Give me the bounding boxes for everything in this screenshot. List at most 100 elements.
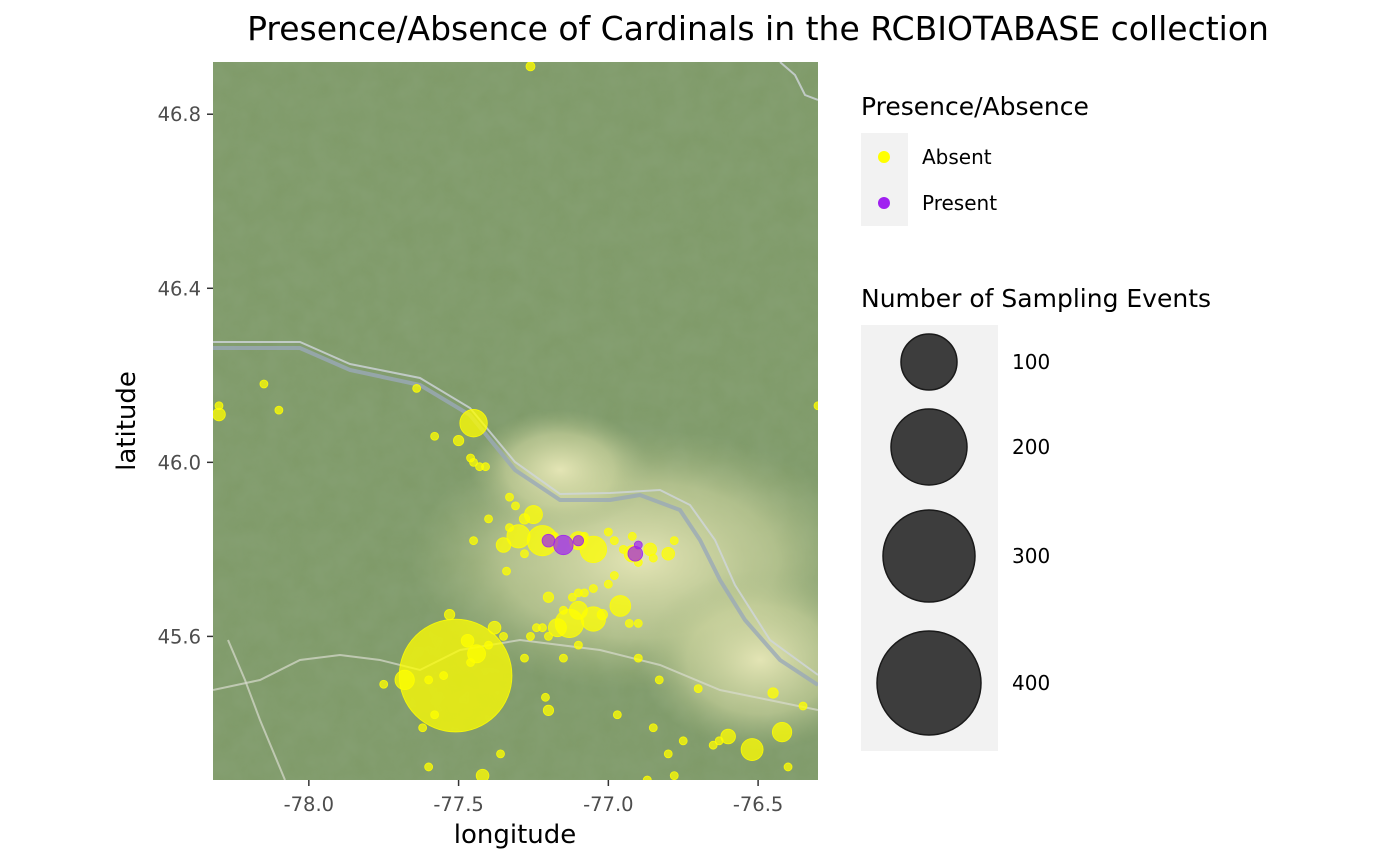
absent-point bbox=[485, 515, 493, 523]
lowland-area bbox=[470, 410, 650, 530]
absent-point bbox=[604, 580, 612, 588]
absent-point bbox=[526, 632, 534, 640]
legend-present-label: Present bbox=[922, 191, 997, 215]
absent-point bbox=[768, 688, 778, 698]
x-axis: -78.0 -77.5 -77.0 -76.5 bbox=[284, 780, 784, 816]
size-legend-label-300: 300 bbox=[1012, 544, 1050, 568]
y-axis-title: latitude bbox=[112, 371, 142, 471]
absent-point bbox=[604, 528, 612, 536]
absent-point bbox=[275, 406, 283, 414]
present-point bbox=[634, 541, 642, 549]
absent-point bbox=[709, 741, 717, 749]
x-tick-label: -76.5 bbox=[733, 793, 783, 816]
size-legend-label-400: 400 bbox=[1012, 671, 1050, 695]
absent-point bbox=[425, 676, 433, 684]
absent-point bbox=[664, 750, 672, 758]
absent-point bbox=[431, 432, 439, 440]
absent-point bbox=[425, 763, 433, 771]
absent-point bbox=[395, 670, 414, 689]
absent-point bbox=[526, 62, 535, 71]
absent-point bbox=[543, 705, 553, 715]
absent-point bbox=[485, 641, 493, 649]
absent-point bbox=[431, 711, 439, 719]
absent-point bbox=[634, 619, 642, 627]
absent-point bbox=[568, 593, 576, 601]
color-legend-title: Presence/Absence bbox=[861, 92, 1089, 121]
absent-point bbox=[512, 502, 520, 510]
y-tick-label: 46.8 bbox=[158, 103, 201, 126]
absent-point bbox=[419, 724, 427, 732]
absent-point bbox=[559, 606, 567, 614]
size-legend: Number of Sampling Events 100 200 300 40… bbox=[861, 284, 1211, 751]
absent-point bbox=[649, 724, 657, 732]
absent-point bbox=[670, 772, 678, 780]
absent-point bbox=[741, 739, 763, 761]
absent-point bbox=[610, 571, 618, 579]
absent-point bbox=[413, 384, 421, 392]
present-point bbox=[554, 535, 573, 554]
absent-point bbox=[215, 402, 223, 410]
absent-point bbox=[380, 680, 388, 688]
absent-point bbox=[625, 619, 633, 627]
absent-point bbox=[399, 619, 512, 732]
absent-point bbox=[662, 547, 675, 560]
absent-point bbox=[260, 380, 268, 388]
absent-point bbox=[520, 654, 528, 662]
y-tick-label: 46.0 bbox=[158, 451, 201, 474]
absent-point bbox=[574, 641, 582, 649]
absent-point bbox=[589, 585, 597, 593]
absent-point bbox=[444, 609, 454, 619]
absent-point bbox=[643, 776, 651, 784]
absent-point bbox=[461, 634, 474, 647]
x-axis-title: longitude bbox=[454, 820, 577, 850]
absent-point bbox=[772, 722, 791, 741]
absent-point bbox=[644, 543, 657, 556]
size-legend-circle-400 bbox=[877, 631, 981, 735]
absent-point bbox=[694, 685, 702, 693]
absent-point bbox=[532, 624, 540, 632]
y-axis: 45.6 46.0 46.4 46.8 bbox=[158, 103, 213, 648]
y-tick-label: 45.6 bbox=[158, 625, 201, 648]
present-point bbox=[542, 534, 555, 547]
color-legend: Presence/Absence Absent Present bbox=[861, 92, 1089, 226]
absent-point bbox=[679, 737, 687, 745]
absent-point bbox=[470, 537, 478, 545]
size-legend-label-200: 200 bbox=[1012, 435, 1050, 459]
absent-point bbox=[460, 409, 488, 437]
absent-point bbox=[541, 693, 549, 701]
absent-point bbox=[613, 711, 621, 719]
absent-point bbox=[814, 402, 822, 410]
absent-point bbox=[634, 780, 642, 788]
x-tick-label: -77.0 bbox=[583, 793, 633, 816]
x-tick-label: -78.0 bbox=[284, 793, 334, 816]
absent-point bbox=[506, 524, 514, 532]
legend-absent-swatch bbox=[878, 151, 890, 163]
absent-point bbox=[520, 550, 528, 558]
absent-point bbox=[497, 750, 505, 758]
x-tick-label: -77.5 bbox=[433, 793, 483, 816]
size-legend-label-100: 100 bbox=[1012, 350, 1050, 374]
size-legend-circle-200 bbox=[891, 409, 967, 485]
absent-point bbox=[496, 538, 511, 553]
absent-point bbox=[784, 763, 792, 771]
size-legend-circle-100 bbox=[901, 334, 957, 390]
absent-point bbox=[649, 554, 657, 562]
chart-title: Presence/Absence of Cardinals in the RCB… bbox=[247, 9, 1269, 48]
absent-point bbox=[467, 659, 475, 667]
absent-point bbox=[506, 493, 514, 501]
absent-point bbox=[634, 654, 642, 662]
absent-point bbox=[619, 545, 627, 553]
absent-point bbox=[440, 672, 448, 680]
absent-point bbox=[500, 632, 508, 640]
absent-point bbox=[670, 537, 678, 545]
absent-point bbox=[543, 592, 553, 602]
absent-point bbox=[544, 632, 552, 640]
absent-point bbox=[467, 454, 475, 462]
absent-point bbox=[488, 621, 501, 634]
absent-point bbox=[610, 596, 631, 617]
color-legend-key-background bbox=[861, 133, 908, 226]
absent-point bbox=[503, 567, 511, 575]
legend-present-swatch bbox=[878, 197, 890, 209]
legend-absent-label: Absent bbox=[922, 145, 992, 169]
